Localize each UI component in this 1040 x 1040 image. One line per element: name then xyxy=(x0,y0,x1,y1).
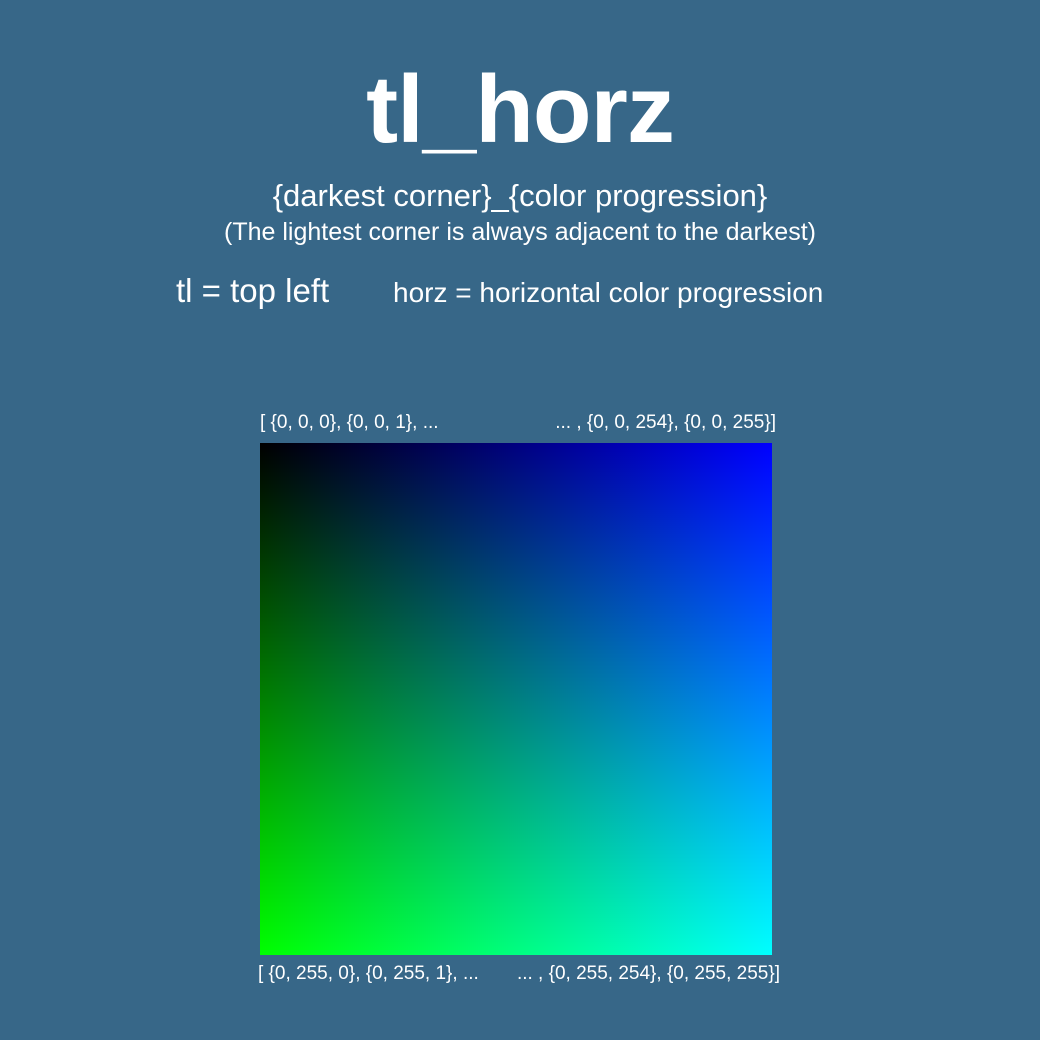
top-left-values: [ {0, 0, 0}, {0, 0, 1}, ... xyxy=(260,412,439,433)
bottom-left-values: [ {0, 255, 0}, {0, 255, 1}, ... xyxy=(258,963,479,984)
naming-note: (The lightest corner is always adjacent … xyxy=(224,218,816,246)
naming-format: {darkest corner}_{color progression} xyxy=(272,178,768,213)
color-gradient-square xyxy=(260,443,772,955)
gradient-green-channel xyxy=(260,443,772,955)
bottom-right-values: ... , {0, 255, 254}, {0, 255, 255}] xyxy=(516,963,780,984)
top-right-values: ... , {0, 0, 254}, {0, 0, 255}] xyxy=(555,412,776,433)
gradient-svg xyxy=(260,443,772,955)
page-title: tl_horz xyxy=(366,56,675,163)
legend-progression: horz = horizontal color progression xyxy=(393,277,824,308)
legend-corner: tl = top left xyxy=(176,272,330,309)
